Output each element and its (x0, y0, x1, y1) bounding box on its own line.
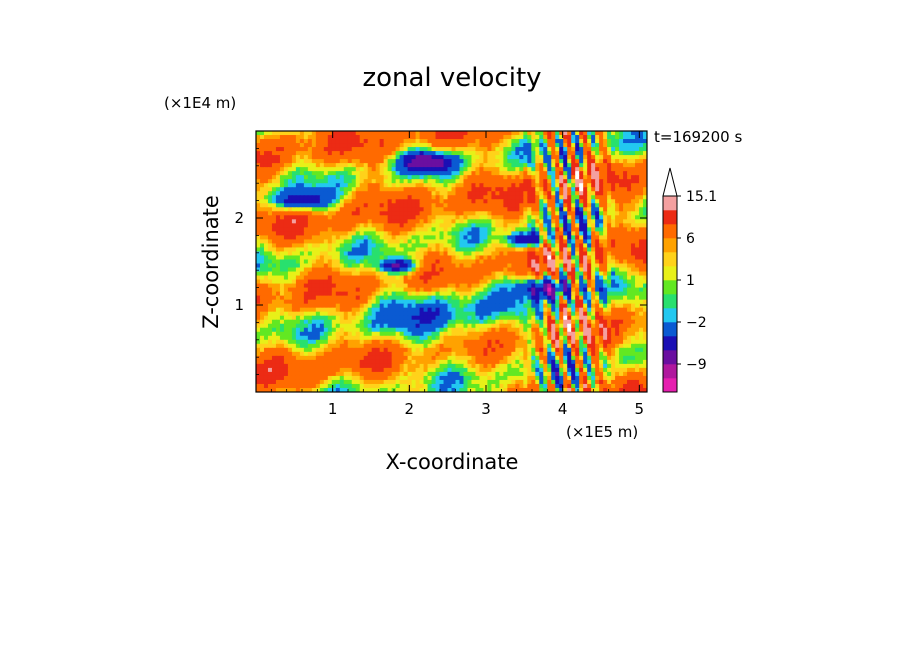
colorbar-label: −2 (686, 315, 707, 331)
colorbar-label: 1 (686, 273, 695, 289)
velocity-field (256, 131, 647, 392)
y-tick-label: 2 (234, 209, 244, 227)
plot-frame (255, 130, 648, 393)
x-tick-label: 4 (558, 400, 568, 418)
time-label: t=169200 s (654, 128, 742, 146)
colorbar-band (663, 210, 677, 225)
colorbar-label: −9 (686, 357, 707, 373)
colorbar-band (663, 280, 677, 295)
x-tick-label: 2 (405, 400, 415, 418)
colorbar-label: 15.1 (686, 189, 717, 205)
y-tick-label: 1 (234, 296, 244, 314)
colorbar-band (663, 364, 677, 379)
x-tick-label: 1 (328, 400, 338, 418)
x-tick-label: 3 (481, 400, 491, 418)
colorbar-arrow (662, 167, 678, 197)
colorbar-band (663, 322, 677, 337)
colorbar-band (663, 252, 677, 267)
colorbar-band (663, 224, 677, 239)
colorbar-band (663, 238, 677, 253)
y-axis-label: Z-coordinate (199, 195, 223, 329)
colorbar-band (663, 266, 677, 281)
chart-title: zonal velocity (362, 63, 541, 93)
colorbar-band (663, 378, 677, 393)
x-tick-label: 5 (635, 400, 645, 418)
x-axis: 1 2 3 4 5 (270, 131, 645, 418)
colorbar-band (663, 336, 677, 351)
colorbar-band (663, 308, 677, 323)
x-axis-label: X-coordinate (386, 450, 519, 474)
colorbar: 15.1 6 1 −2 −9 (662, 167, 717, 393)
colorbar-band (663, 294, 677, 309)
colorbar-band (663, 350, 677, 365)
x-unit-label: (×1E5 m) (566, 423, 638, 441)
colorbar-label: 6 (686, 231, 695, 247)
y-axis: 12 (234, 147, 647, 376)
colorbar-band (663, 196, 677, 211)
y-unit-label: (×1E4 m) (164, 94, 236, 112)
